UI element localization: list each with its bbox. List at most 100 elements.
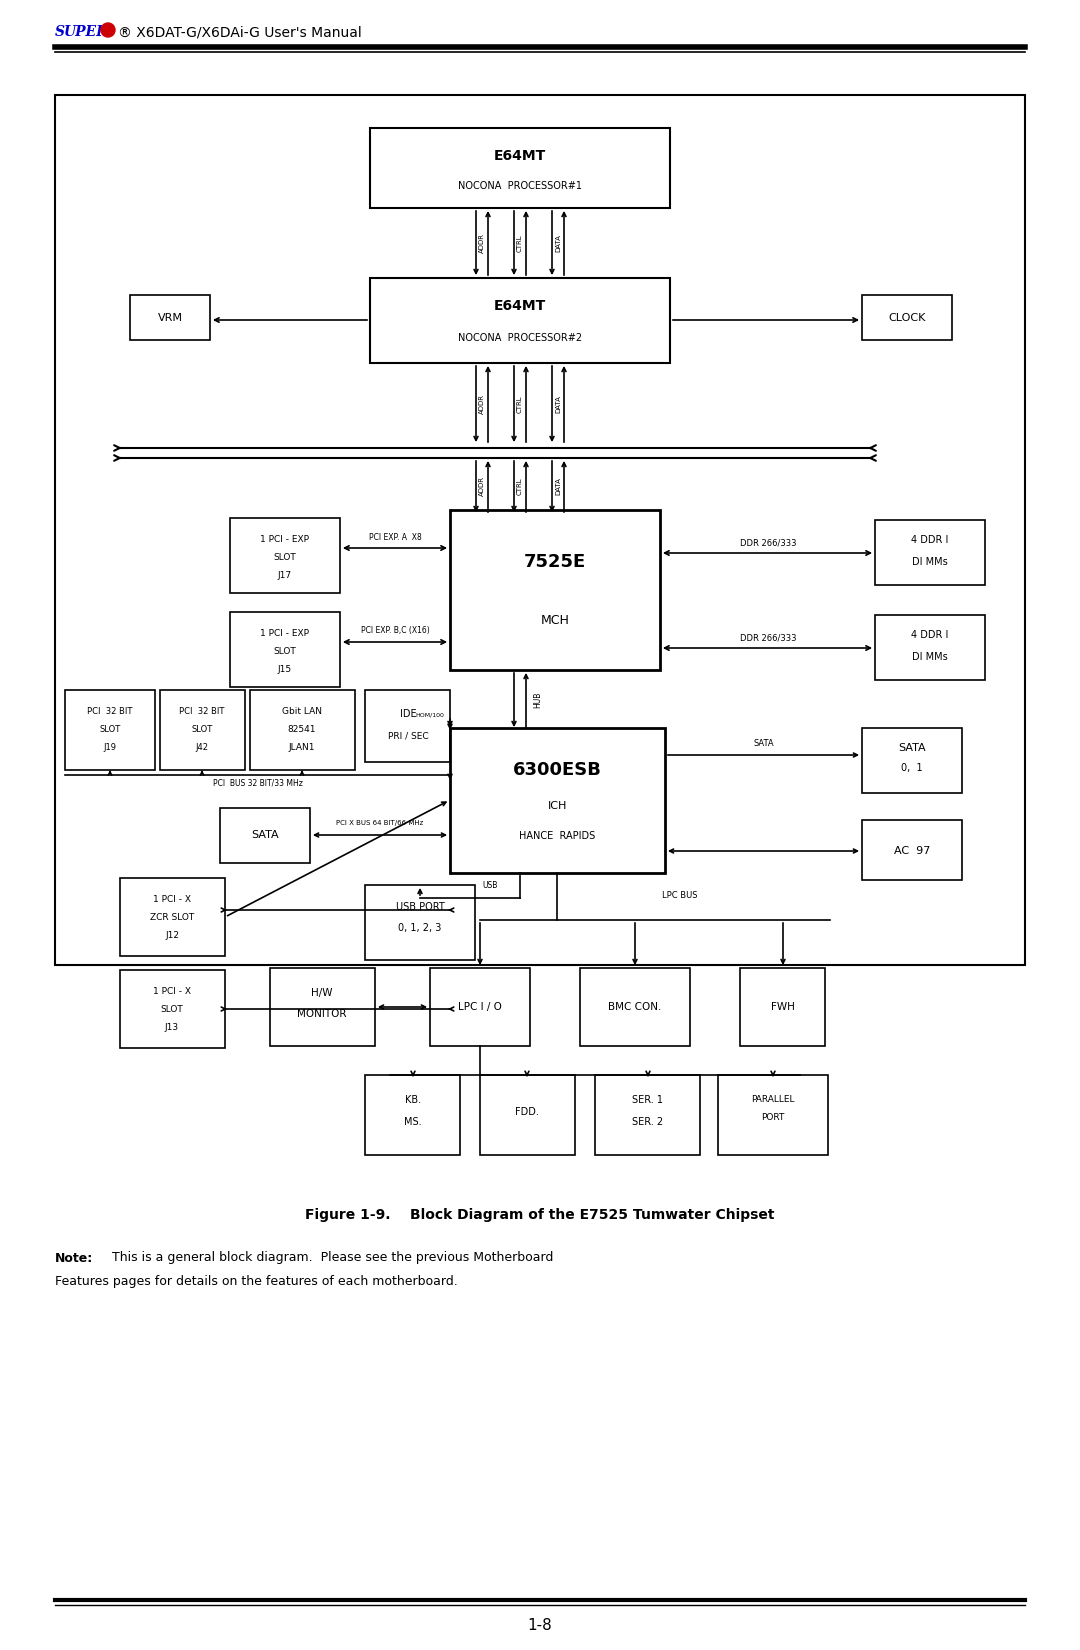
Bar	[270, 969, 375, 1046]
Bar	[230, 612, 340, 686]
Text: CTRL: CTRL	[517, 477, 523, 495]
Bar	[862, 820, 962, 879]
Text: H/W: H/W	[311, 988, 333, 998]
Text: LPC I / O: LPC I / O	[458, 1002, 502, 1011]
Text: NOCONA  PROCESSOR#2: NOCONA PROCESSOR#2	[458, 333, 582, 343]
Bar	[230, 518, 340, 592]
Text: USB PORT: USB PORT	[395, 903, 444, 912]
Text: J12: J12	[165, 931, 179, 939]
Text: CTRL: CTRL	[517, 234, 523, 252]
Text: SER. 1: SER. 1	[633, 1096, 663, 1106]
Text: J15: J15	[278, 665, 292, 673]
Text: SLOT: SLOT	[161, 1005, 184, 1015]
Text: 0,  1: 0, 1	[901, 762, 922, 772]
Text: DDR 266/333: DDR 266/333	[740, 634, 796, 642]
Text: 6300ESB: 6300ESB	[513, 761, 602, 779]
Bar	[595, 1076, 700, 1155]
Text: IDE: IDE	[400, 710, 416, 719]
Text: LPC BUS: LPC BUS	[662, 891, 698, 899]
Bar	[55, 96, 1025, 965]
Text: JLAN1: JLAN1	[288, 744, 315, 752]
Text: DDR 266/333: DDR 266/333	[740, 538, 796, 548]
Text: SLOT: SLOT	[99, 726, 121, 734]
Text: ADDR: ADDR	[480, 394, 485, 414]
Bar	[370, 277, 670, 363]
Bar	[249, 690, 355, 771]
Text: MONITOR: MONITOR	[297, 1010, 347, 1020]
Bar	[580, 969, 690, 1046]
Text: J17: J17	[278, 571, 292, 579]
Text: ZCR SLOT: ZCR SLOT	[150, 914, 194, 922]
Text: 7525E: 7525E	[524, 553, 586, 571]
Text: UPER: UPER	[64, 25, 109, 40]
Text: DATA: DATA	[555, 394, 561, 412]
Text: 1 PCI - EXP: 1 PCI - EXP	[260, 536, 310, 544]
Text: Note:: Note:	[55, 1251, 93, 1264]
Bar	[875, 520, 985, 586]
Bar	[370, 129, 670, 208]
Text: J19: J19	[104, 744, 117, 752]
Text: 82541: 82541	[287, 726, 316, 734]
Text: SATA: SATA	[252, 830, 279, 840]
Text: CTRL: CTRL	[517, 396, 523, 412]
Bar	[365, 690, 450, 762]
Text: VRM: VRM	[158, 314, 183, 323]
Text: SER. 2: SER. 2	[633, 1117, 663, 1127]
Text: NOCONA  PROCESSOR#1: NOCONA PROCESSOR#1	[458, 182, 582, 191]
Bar	[130, 295, 210, 340]
Text: 0, 1, 2, 3: 0, 1, 2, 3	[399, 922, 442, 932]
Text: J13: J13	[165, 1023, 179, 1031]
Bar	[160, 690, 245, 771]
Bar	[450, 728, 665, 873]
Text: Gbit LAN: Gbit LAN	[282, 708, 322, 716]
Text: 1-8: 1-8	[528, 1617, 552, 1632]
Text: 4 DDR I: 4 DDR I	[912, 535, 948, 544]
Bar	[862, 295, 951, 340]
Bar	[718, 1076, 828, 1155]
Text: PARALLEL: PARALLEL	[752, 1096, 795, 1104]
Text: Figure 1-9.    Block Diagram of the E7525 Tumwater Chipset: Figure 1-9. Block Diagram of the E7525 T…	[306, 1208, 774, 1223]
Text: ADDR: ADDR	[480, 233, 485, 252]
Text: J42: J42	[195, 744, 208, 752]
Text: PCI EXP. A  X8: PCI EXP. A X8	[368, 533, 421, 541]
Text: PCI  BUS 32 BIT/33 MHz: PCI BUS 32 BIT/33 MHz	[213, 779, 302, 787]
Text: FWH: FWH	[771, 1002, 795, 1011]
Text: S: S	[55, 25, 65, 40]
Text: DI MMs: DI MMs	[913, 558, 948, 568]
Text: PCI EXP. B,C (X16): PCI EXP. B,C (X16)	[361, 627, 430, 635]
Text: BMC CON.: BMC CON.	[608, 1002, 662, 1011]
Text: MCH: MCH	[541, 614, 569, 627]
Text: Features pages for details on the features of each motherboard.: Features pages for details on the featur…	[55, 1275, 458, 1289]
Bar	[365, 1076, 460, 1155]
Text: SATA: SATA	[899, 742, 926, 752]
Bar	[480, 1076, 575, 1155]
Text: SLOT: SLOT	[273, 647, 296, 657]
Text: 1 PCI - EXP: 1 PCI - EXP	[260, 630, 310, 639]
Bar	[862, 728, 962, 794]
Text: USB: USB	[483, 881, 498, 889]
Text: HUB: HUB	[534, 691, 542, 708]
Text: SLOT: SLOT	[191, 726, 213, 734]
Text: PORT: PORT	[761, 1114, 785, 1122]
Text: DATA: DATA	[555, 477, 561, 495]
Text: PCI  32 BIT: PCI 32 BIT	[87, 708, 133, 716]
Text: HOM/100: HOM/100	[416, 713, 445, 718]
Text: E64MT: E64MT	[494, 299, 546, 314]
Text: PCI  32 BIT: PCI 32 BIT	[179, 708, 225, 716]
Text: AC  97: AC 97	[894, 846, 930, 856]
Text: PCI X BUS 64 BIT/66 MHz: PCI X BUS 64 BIT/66 MHz	[336, 820, 423, 827]
Text: FDD.: FDD.	[515, 1107, 539, 1117]
Circle shape	[102, 23, 114, 36]
Bar	[220, 808, 310, 863]
Text: DI MMs: DI MMs	[913, 652, 948, 662]
Bar	[65, 690, 156, 771]
Text: SLOT: SLOT	[273, 553, 296, 563]
Text: DATA: DATA	[555, 234, 561, 252]
Text: PRI / SEC: PRI / SEC	[388, 731, 429, 741]
Text: SATA: SATA	[754, 739, 774, 749]
Text: This is a general block diagram.  Please see the previous Motherboard: This is a general block diagram. Please …	[108, 1251, 553, 1264]
Text: ADDR: ADDR	[480, 475, 485, 497]
Text: KB.: KB.	[405, 1096, 421, 1106]
Bar	[120, 970, 225, 1048]
Text: 1 PCI - X: 1 PCI - X	[153, 987, 191, 997]
